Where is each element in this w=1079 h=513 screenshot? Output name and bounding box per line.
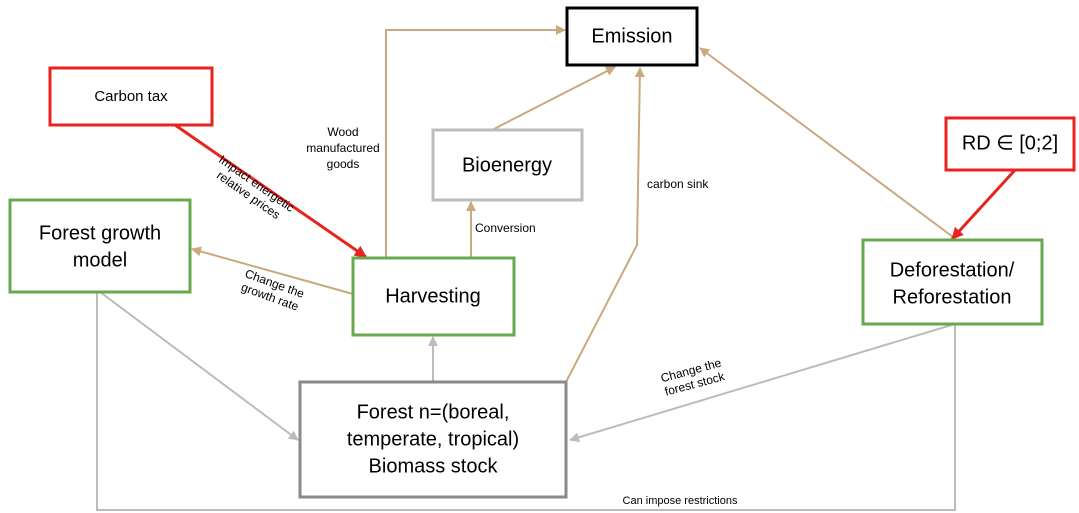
node-label: Deforestation/ (890, 259, 1015, 281)
node-label: Forest n=(boreal, (357, 401, 510, 423)
node-label: RD ∈ [0;2] (962, 132, 1058, 154)
arrow (385, 25, 566, 258)
box (351, 256, 516, 337)
arrow (699, 47, 958, 241)
arrow (174, 123, 367, 259)
edge-label-group: Change the growth rate (239, 266, 306, 313)
arrow (191, 246, 354, 295)
node-label: Bioenergy (462, 154, 552, 176)
node-label: Biomass stock (369, 455, 499, 477)
edge-label-group: Change the forest stock (659, 356, 727, 399)
edge-label: carbon sink (647, 177, 709, 191)
node-label: Harvesting (385, 285, 481, 307)
box (8, 198, 192, 294)
arrow (950, 168, 1017, 241)
edge-label: Conversion (475, 221, 536, 235)
edge-label-group: Impact energetic relative prices (214, 152, 297, 222)
arrow (569, 323, 956, 443)
edge-label: Can impose restrictions (623, 495, 738, 507)
arrows (96, 25, 1017, 511)
box (298, 380, 568, 499)
arrow (491, 66, 616, 131)
edge-label: manufactured (306, 141, 379, 155)
arrow (565, 67, 645, 383)
box (861, 238, 1044, 326)
box (944, 116, 1076, 172)
boxes (8, 6, 1076, 499)
node-label: Reforestation (893, 286, 1012, 308)
arrow (99, 291, 299, 441)
node-label: Emission (591, 25, 672, 47)
node-label: Forest growth (39, 222, 161, 244)
box (431, 128, 584, 202)
edge-label: goods (327, 157, 360, 171)
node-label: model (73, 249, 127, 271)
arrow (96, 292, 956, 511)
box (48, 66, 214, 127)
node-label: Carbon tax (94, 88, 168, 105)
edge-label: Wood (327, 125, 358, 139)
node-label: temperate, tropical) (347, 428, 519, 450)
box (565, 6, 699, 67)
